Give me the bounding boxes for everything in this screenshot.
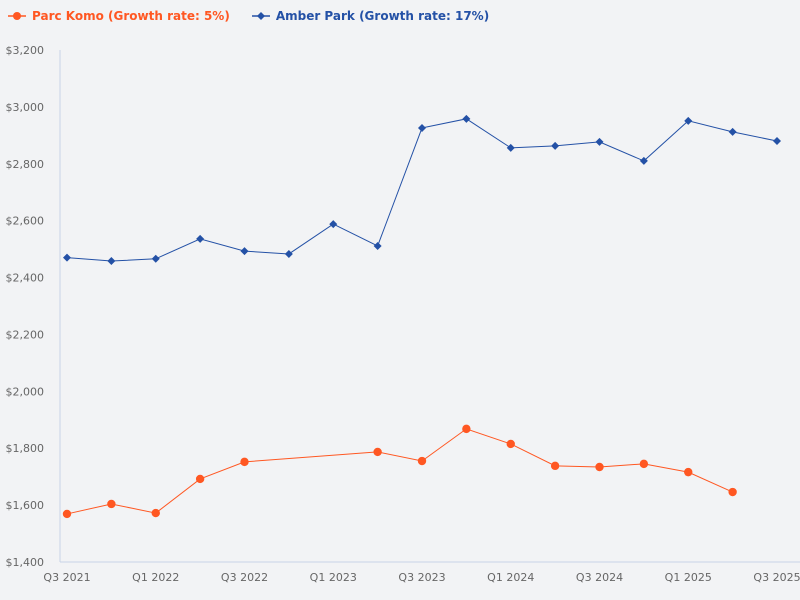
legend-label: Amber Park (Growth rate: 17%) xyxy=(275,9,490,23)
circle-marker-icon xyxy=(8,12,26,20)
legend-label: Parc Komo (Growth rate: 5%) xyxy=(32,9,230,23)
data-point xyxy=(595,137,604,146)
data-point xyxy=(62,509,72,519)
legend-item-amber-park[interactable]: Amber Park (Growth rate: 17%) xyxy=(251,9,490,23)
data-point xyxy=(196,234,205,243)
x-tick-label: Q3 2023 xyxy=(398,571,445,584)
data-point xyxy=(684,116,693,125)
data-point xyxy=(462,424,471,434)
x-tick-label: Q1 2023 xyxy=(310,571,357,584)
data-point xyxy=(329,220,338,229)
data-point xyxy=(639,459,649,469)
data-point xyxy=(107,257,116,266)
legend-item-parc-komo[interactable]: Parc Komo (Growth rate: 5%) xyxy=(8,9,230,23)
y-tick-label: $1,400 xyxy=(6,556,45,569)
y-tick-label: $3,200 xyxy=(6,44,45,57)
data-point xyxy=(462,114,471,123)
data-point xyxy=(284,249,293,258)
series-line-0 xyxy=(66,428,733,515)
data-point xyxy=(551,141,560,150)
data-point xyxy=(240,247,249,256)
data-point xyxy=(417,456,427,466)
data-point xyxy=(506,143,515,152)
data-point xyxy=(373,241,382,250)
data-point xyxy=(728,127,737,136)
y-tick-label: $2,200 xyxy=(6,328,45,341)
diamond-marker-icon xyxy=(251,12,270,20)
data-point xyxy=(373,447,382,457)
x-tick-label: Q3 2025 xyxy=(753,571,800,584)
data-point xyxy=(506,439,515,449)
x-tick-label: Q3 2021 xyxy=(43,571,90,584)
y-tick-label: $3,000 xyxy=(6,101,45,114)
data-point xyxy=(151,508,160,518)
y-tick-label: $2,800 xyxy=(6,158,45,171)
y-tick-label: $1,600 xyxy=(6,499,45,512)
data-point xyxy=(107,499,116,509)
data-point xyxy=(684,467,693,477)
y-tick-label: $2,600 xyxy=(6,215,45,228)
data-point xyxy=(195,474,205,484)
legend: Parc Komo (Growth rate: 5%) Amber Park (… xyxy=(8,9,489,23)
data-point xyxy=(728,487,737,497)
y-tick-label: $1,800 xyxy=(6,442,45,455)
series-line-1 xyxy=(66,118,778,262)
x-tick-label: Q1 2025 xyxy=(665,571,712,584)
data-point xyxy=(550,461,560,471)
data-point xyxy=(240,457,249,467)
x-tick-label: Q1 2022 xyxy=(132,571,179,584)
x-tick-label: Q3 2024 xyxy=(576,571,623,584)
data-point xyxy=(773,137,781,146)
y-tick-label: $2,000 xyxy=(6,385,45,398)
data-point xyxy=(639,156,648,165)
data-point xyxy=(418,123,426,132)
data-point xyxy=(151,254,160,263)
y-tick-label: $2,400 xyxy=(6,272,45,285)
data-point xyxy=(595,462,604,472)
x-tick-label: Q1 2024 xyxy=(487,571,534,584)
data-point xyxy=(63,253,71,262)
x-tick-label: Q3 2022 xyxy=(221,571,268,584)
